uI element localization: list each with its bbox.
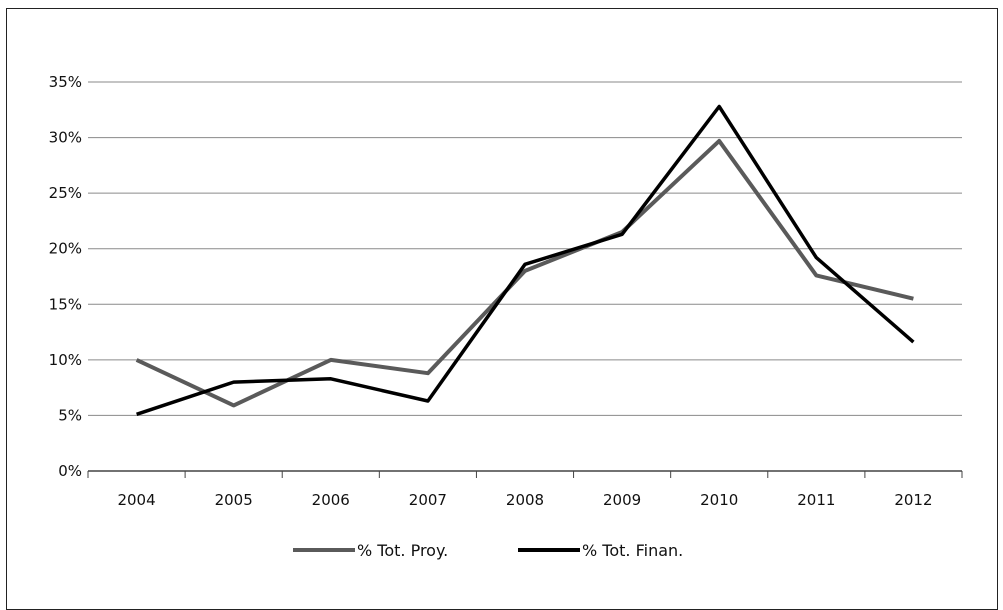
series-line-2 [136, 104, 915, 416]
x-tick-label: 2005 [215, 491, 253, 509]
x-tick-label: 2010 [700, 491, 738, 509]
legend: % Tot. Proy. % Tot. Finan. [293, 541, 683, 560]
chart-frame [6, 8, 998, 610]
y-tick-label: 5% [58, 406, 82, 424]
line-chart: 0%5%10%15%20%25%30%35% 2004 2005 2006 2007 2… [49, 73, 963, 560]
series-lines [135, 104, 915, 416]
y-tick-label: 15% [49, 295, 82, 313]
y-tick-label: 0% [58, 462, 82, 480]
y-tick-label: 35% [49, 73, 82, 91]
y-tick-label: 20% [49, 240, 82, 258]
series-line-1 [135, 138, 914, 408]
gridlines [88, 81, 962, 472]
y-tick-label: 25% [49, 184, 82, 202]
y-tick-label: 30% [49, 129, 82, 147]
y-axis-ticks: 0% 5% 10% 15% 20% 25% 30% 35% [49, 73, 82, 480]
x-tick-label: 2009 [603, 491, 641, 509]
x-tick-label: 2007 [409, 491, 447, 509]
x-axis: 2004 2005 2006 2007 2008 2009 2010 2011 2012 [87, 471, 963, 509]
y-tick-label: 10% [49, 351, 82, 369]
legend-label: % Tot. Finan. [582, 541, 683, 560]
x-tick-label: 2012 [894, 491, 932, 509]
legend-label: % Tot. Proy. [357, 541, 448, 560]
x-tick-label: 2011 [797, 491, 835, 509]
x-tick-label: 2004 [117, 491, 155, 509]
x-tick-label: 2006 [312, 491, 350, 509]
x-tick-label: 2008 [506, 491, 544, 509]
